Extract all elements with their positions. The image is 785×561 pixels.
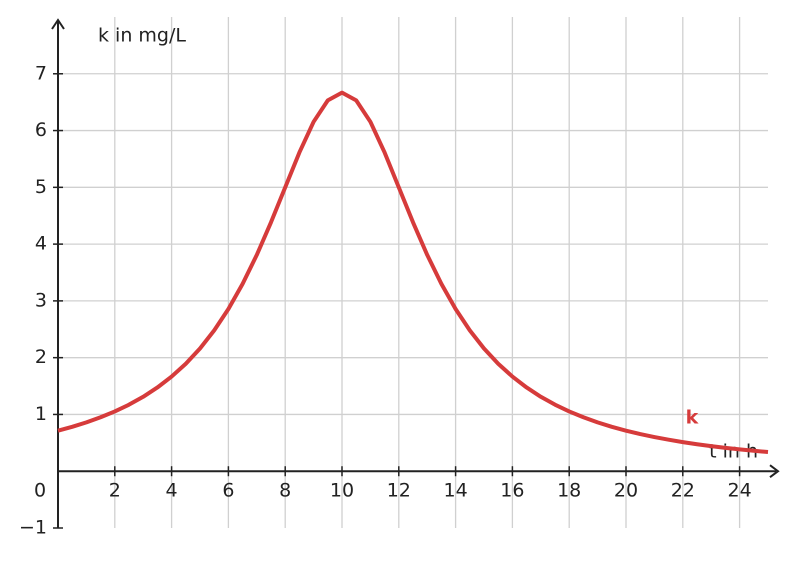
y-tick-label: 6 [35,119,47,141]
y-tick-label: 1 [35,403,47,425]
y-tick-label: −1 [19,517,47,539]
y-tick-label: 5 [35,176,47,198]
y-axis-arrow [51,18,65,30]
x-tick-label: 18 [557,480,581,502]
y-tick-label: 7 [35,62,47,84]
y-axis-label: k in mg/L [98,25,186,47]
curve [57,90,769,455]
x-tick-label: 8 [279,480,291,502]
x-tick-label: 10 [330,480,354,502]
x-tick-label: 0 [34,480,46,502]
x-tick-label: 14 [444,480,468,502]
y-tick-label: 3 [35,289,47,311]
y-tick-label: 4 [35,233,47,255]
x-tick-label: 4 [166,480,178,502]
x-tick-label: 16 [500,480,524,502]
x-axis-arrow [769,464,780,479]
x-tick-label: 24 [728,480,752,502]
curve-label: k [686,407,699,429]
y-tick-label: 2 [35,346,47,368]
x-tick-label: 12 [387,480,411,502]
x-tick-label: 20 [614,480,638,502]
x-tick-label: 22 [671,480,695,502]
x-tick-label: 2 [109,480,121,502]
x-tick-label: 6 [222,480,234,502]
